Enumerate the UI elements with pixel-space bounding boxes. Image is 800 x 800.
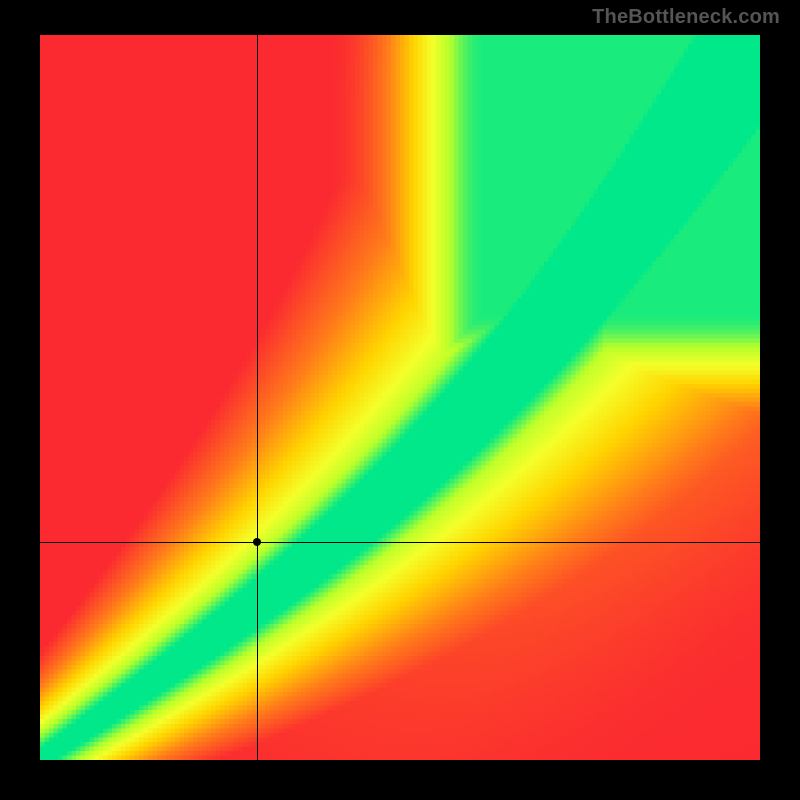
crosshair-horizontal	[40, 542, 760, 543]
plot-area	[40, 35, 760, 760]
heatmap-canvas	[40, 35, 760, 760]
crosshair-vertical	[257, 35, 258, 760]
watermark-text: TheBottleneck.com	[592, 6, 780, 29]
crosshair-dot	[253, 538, 261, 546]
chart-frame: TheBottleneck.com	[0, 0, 800, 800]
